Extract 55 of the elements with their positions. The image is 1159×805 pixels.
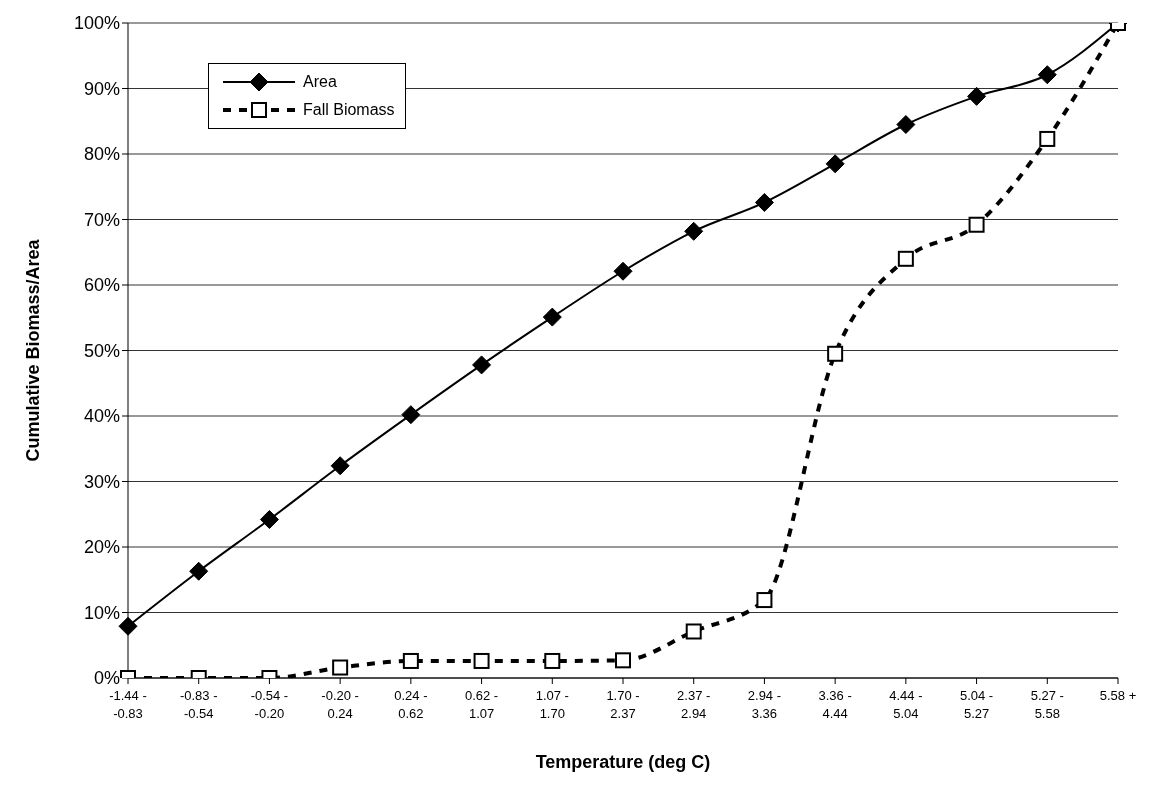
x-tick-label: 5.58 + — [1099, 688, 1137, 703]
x-tick-label: 1.70 - 2.37 — [606, 688, 640, 721]
y-tick-label: 50% — [83, 340, 120, 361]
y-tick-label: 60% — [83, 275, 120, 296]
y-tick-label: 20% — [83, 537, 120, 558]
point — [896, 115, 916, 135]
point — [684, 221, 704, 241]
point — [472, 355, 492, 375]
x-tick-label: 4.44 - 5.04 — [889, 688, 923, 721]
point — [189, 561, 209, 581]
y-tick-label: 10% — [83, 602, 120, 623]
x-axis-title: Temperature (deg C) — [535, 752, 711, 772]
legend-label: Fall Biomass — [303, 101, 395, 119]
x-tick-label: -1.44 - -0.83 — [109, 688, 147, 721]
point — [827, 345, 844, 362]
point — [825, 154, 845, 174]
x-tick-label: 2.37 - 2.94 — [677, 688, 711, 721]
point — [330, 456, 350, 476]
point — [967, 86, 987, 106]
point — [968, 216, 985, 233]
point — [1039, 130, 1056, 147]
point — [544, 652, 561, 669]
y-tick-label: 40% — [83, 406, 120, 427]
point — [332, 659, 349, 676]
point — [897, 250, 914, 267]
point — [615, 652, 631, 669]
y-tick-label: 80% — [83, 144, 120, 165]
point — [473, 652, 490, 669]
point — [118, 616, 138, 636]
x-tick-label: 2.94 - 3.36 — [747, 688, 782, 721]
y-tick-label: 100% — [73, 13, 120, 34]
x-tick-label: 0.62 - 1.07 — [464, 688, 499, 721]
point — [259, 509, 279, 529]
x-tick-label: -0.83 - -0.54 — [179, 688, 218, 721]
y-tick-label: 0% — [93, 668, 120, 689]
point — [1037, 65, 1057, 85]
point — [754, 192, 774, 212]
y-axis-title: Cumulative Biomass/Area — [23, 238, 44, 462]
x-tick-label: 1.07 - 1.70 — [535, 688, 569, 721]
y-tick-label: 70% — [83, 209, 120, 230]
x-tick-label: -0.20 - 0.24 — [321, 688, 359, 721]
x-tick-label: 3.36 - 4.44 — [818, 688, 852, 721]
point — [542, 307, 562, 327]
y-tick-label: 30% — [83, 471, 120, 492]
x-tick-label: 5.04 - 5.27 — [959, 688, 994, 721]
point — [756, 592, 773, 609]
legend-label: Area — [303, 73, 337, 91]
point — [685, 623, 702, 640]
point — [402, 652, 419, 669]
y-tick-label: 90% — [83, 78, 120, 99]
point — [613, 261, 633, 281]
point — [401, 405, 421, 425]
x-tick-label: 5.27 - 5.58 — [1030, 688, 1064, 721]
x-tick-label: -0.54 - -0.20 — [250, 688, 289, 721]
x-tick-label: 0.24 - 0.62 — [394, 688, 428, 721]
